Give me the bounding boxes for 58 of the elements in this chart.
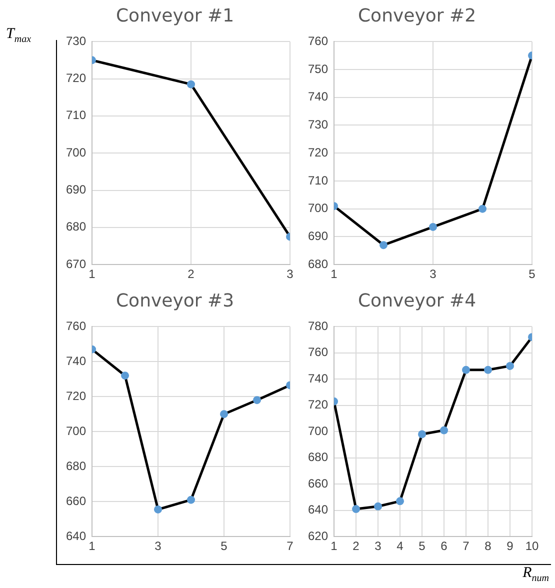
x-tick-label: 7	[286, 539, 294, 554]
y-tick-label: 740	[308, 371, 328, 386]
y-tick-label: 720	[66, 388, 86, 403]
y-tick-label: 700	[66, 424, 86, 438]
x-tick-label: 10	[525, 539, 539, 554]
x-tick-label: 3	[430, 267, 437, 282]
x-tick-label: 4	[396, 539, 404, 554]
y-tick-label: 690	[308, 229, 328, 244]
chart-title: Conveyor #3	[116, 290, 234, 312]
y-tick-label: 730	[308, 118, 328, 132]
x-tick-label: 9	[506, 539, 514, 554]
x-tick-label: 2	[188, 267, 195, 282]
x-tick-label: 3	[286, 267, 294, 282]
y-tick-label: 680	[66, 458, 86, 473]
x-tick-label: 5	[418, 539, 426, 554]
y-tick-label: 750	[308, 62, 328, 76]
y-tick-label: 760	[308, 345, 328, 360]
x-tick-label: 1	[330, 267, 338, 282]
y-tick-label: 670	[66, 256, 86, 271]
x-tick-label: 5	[528, 267, 536, 282]
y-tick-label: 680	[308, 450, 328, 464]
chart-title: Conveyor #1	[116, 5, 234, 26]
x-tick-label: 3	[154, 539, 162, 554]
y-tick-label: 640	[308, 502, 328, 517]
y-tick-label: 720	[66, 71, 86, 86]
x-tick-label: 6	[440, 539, 448, 554]
y-tick-label: 660	[308, 476, 328, 490]
y-tick-label: 710	[66, 108, 86, 122]
y-axis-title: T$_{max}$	[6, 26, 32, 45]
y-tick-label: 760	[66, 318, 86, 333]
y-tick-label: 700	[308, 201, 328, 216]
chart-title: Conveyor #4	[358, 290, 476, 312]
y-tick-label: 740	[308, 90, 328, 104]
x-tick-label: 1	[88, 539, 96, 554]
x-tick-label: 1	[88, 267, 96, 282]
y-tick-label: 680	[308, 256, 328, 271]
y-tick-label: 730	[66, 34, 86, 48]
x-tick-label: 7	[462, 539, 470, 554]
x-tick-label: 3	[374, 539, 382, 554]
chart-title: Conveyor #2	[358, 5, 476, 26]
y-tick-label: 710	[308, 173, 328, 188]
y-tick-label: 700	[308, 424, 328, 438]
x-tick-label: 5	[220, 539, 228, 554]
y-tick-label: 720	[308, 398, 328, 412]
y-tick-label: 660	[66, 494, 86, 508]
y-tick-label: 640	[66, 528, 86, 543]
y-tick-label: 700	[66, 145, 86, 160]
y-tick-label: 620	[308, 528, 328, 543]
x-tick-label: 2	[352, 539, 360, 554]
y-tick-label: 680	[66, 220, 86, 234]
y-tick-label: 720	[308, 145, 328, 160]
y-tick-label: 760	[308, 34, 328, 48]
y-tick-label: 780	[308, 318, 328, 333]
x-tick-label: 1	[330, 539, 338, 554]
y-tick-label: 740	[66, 354, 86, 368]
y-tick-label: 690	[66, 182, 86, 197]
x-tick-label: 8	[484, 539, 492, 554]
x-axis-title: R$_{num}$	[522, 565, 549, 584]
